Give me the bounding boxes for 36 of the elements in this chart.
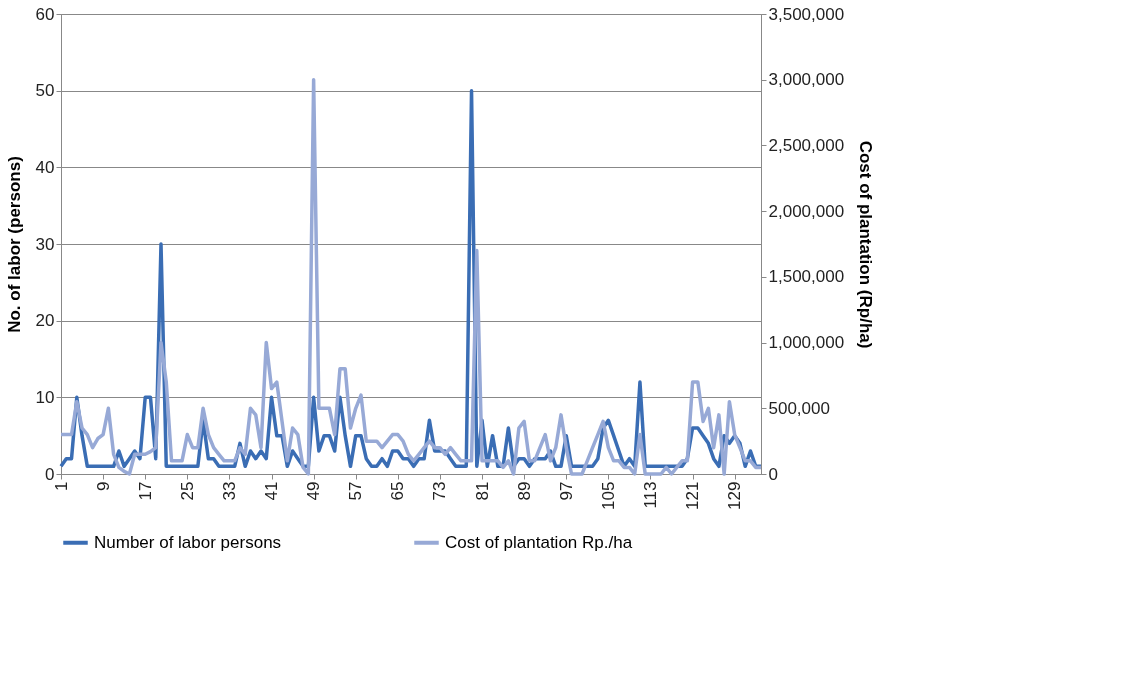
y-tick-label: 40 — [35, 157, 55, 177]
x-tick-label: 105 — [598, 481, 618, 510]
y2-tick-label: 1,500,000 — [768, 267, 845, 287]
legend-label: Cost of plantation Rp./ha — [445, 532, 633, 552]
y2-tick-label: 500,000 — [768, 398, 830, 418]
y-tick-label: 20 — [35, 311, 55, 331]
x-tick-label: 1 — [51, 481, 71, 491]
y-axis-title: No. of labor (persons) — [4, 156, 24, 333]
x-tick-label: 25 — [177, 481, 197, 501]
y2-tick-label: 2,000,000 — [768, 201, 845, 221]
x-tick-label: 73 — [430, 481, 450, 501]
y2-tick-label: 0 — [768, 464, 778, 484]
y2-axis-title: Cost of plantation (Rp/ha) — [856, 140, 876, 349]
x-tick-label: 33 — [219, 481, 239, 501]
x-tick-label: 89 — [514, 481, 534, 501]
y-tick-label: 60 — [35, 4, 55, 24]
y2-tick-label: 3,000,000 — [768, 70, 845, 90]
x-tick-label: 65 — [388, 481, 408, 501]
x-tick-label: 41 — [262, 481, 282, 501]
x-tick-label: 17 — [135, 481, 155, 501]
x-tick-label: 113 — [640, 481, 660, 509]
y-tick-label: 0 — [45, 464, 55, 484]
x-tick-label: 121 — [683, 481, 703, 510]
x-tick-label: 81 — [472, 481, 492, 501]
y-tick-label: 30 — [35, 234, 55, 254]
y2-tick-label: 1,000,000 — [768, 333, 845, 353]
x-tick-label: 129 — [725, 481, 745, 510]
x-tick-label: 9 — [93, 481, 113, 491]
x-tick-label: 57 — [346, 481, 366, 501]
y2-tick-label: 2,500,000 — [768, 135, 845, 155]
y-tick-label: 50 — [35, 81, 55, 101]
x-tick-label: 49 — [304, 481, 324, 501]
y2-tick-label: 3,500,000 — [768, 4, 845, 24]
x-tick-label: 97 — [556, 481, 576, 501]
y-tick-label: 10 — [35, 387, 55, 407]
legend-label: Number of labor persons — [94, 532, 282, 552]
